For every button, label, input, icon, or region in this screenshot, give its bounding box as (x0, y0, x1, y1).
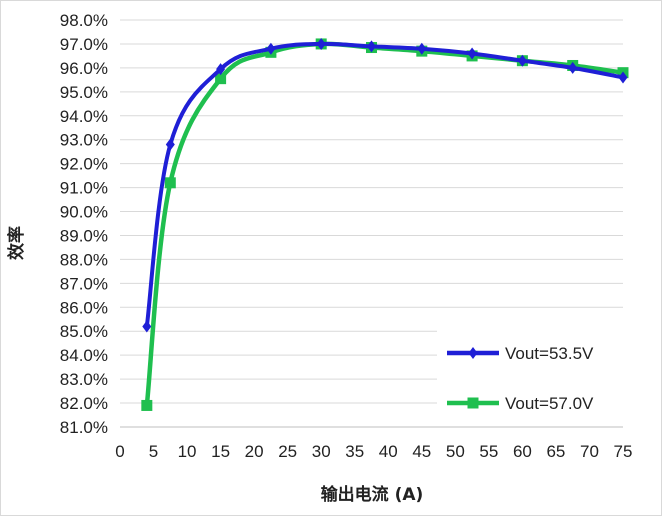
series-vout-53-5v (142, 37, 628, 333)
data-point (164, 177, 176, 189)
legend-swatch-marker (467, 397, 479, 409)
data-point (568, 61, 578, 74)
legend-item: Vout=57.0V (447, 394, 594, 413)
legend: Vout=53.5V Vout=57.0V (447, 344, 594, 413)
data-point (618, 71, 628, 84)
x-axis-ticks: 0 5 10 15 20 25 30 35 40 45 50 55 60 65 70 75 (115, 442, 632, 461)
series-layer (141, 37, 629, 411)
x-tick-label: 35 (345, 442, 364, 461)
y-tick-label: 97.0% (60, 35, 108, 54)
y-axis-title: 效率 (6, 226, 27, 260)
data-point (165, 138, 175, 151)
x-tick-label: 30 (312, 442, 331, 461)
y-tick-label: 82.0% (60, 394, 108, 413)
y-tick-label: 86.0% (60, 298, 108, 317)
data-point (417, 42, 427, 55)
y-tick-label: 96.0% (60, 59, 108, 78)
legend-background (437, 330, 633, 426)
x-tick-label: 20 (245, 442, 264, 461)
y-tick-label: 85.0% (60, 322, 108, 341)
legend-swatch-marker (468, 347, 478, 359)
data-point (467, 47, 477, 60)
x-tick-label: 10 (178, 442, 197, 461)
data-point (316, 37, 326, 50)
data-point (142, 320, 152, 333)
x-tick-label: 50 (446, 442, 465, 461)
y-tick-label: 91.0% (60, 179, 108, 198)
x-tick-label: 70 (580, 442, 599, 461)
y-tick-label: 92.0% (60, 155, 108, 174)
y-tick-label: 98.0% (60, 11, 108, 30)
data-point (215, 73, 227, 85)
y-tick-label: 90.0% (60, 203, 108, 222)
x-tick-label: 0 (115, 442, 124, 461)
x-tick-label: 60 (513, 442, 532, 461)
x-axis-title: 输出电流 (A) (321, 484, 424, 505)
x-tick-label: 15 (211, 442, 230, 461)
data-point (367, 40, 376, 53)
x-tick-label: 25 (278, 442, 297, 461)
y-tick-label: 83.0% (60, 370, 108, 389)
x-tick-label: 45 (412, 442, 431, 461)
data-point (266, 42, 276, 55)
series-line (144, 41, 624, 327)
x-tick-label: 55 (479, 442, 498, 461)
x-tick-label: 40 (379, 442, 398, 461)
x-tick-label: 5 (149, 442, 158, 461)
x-tick-label: 75 (614, 442, 633, 461)
legend-label: Vout=53.5V (505, 344, 594, 363)
data-point (517, 54, 527, 67)
y-tick-label: 88.0% (60, 250, 108, 269)
legend-label: Vout=57.0V (505, 394, 594, 413)
y-tick-label: 89.0% (60, 226, 108, 245)
y-axis-ticks: 81.0% 82.0% 83.0% 84.0% 85.0% 86.0% 87.0% 88.0%… (60, 11, 108, 437)
y-tick-label: 93.0% (60, 131, 108, 150)
data-point (141, 399, 153, 411)
y-tick-label: 94.0% (60, 107, 108, 126)
data-point (216, 63, 226, 76)
y-tick-label: 84.0% (60, 346, 108, 365)
legend-item: Vout=53.5V (447, 344, 594, 363)
y-tick-label: 87.0% (60, 274, 108, 293)
x-tick-label: 65 (546, 442, 565, 461)
y-tick-label: 95.0% (60, 83, 108, 102)
y-tick-label: 81.0% (60, 418, 108, 437)
